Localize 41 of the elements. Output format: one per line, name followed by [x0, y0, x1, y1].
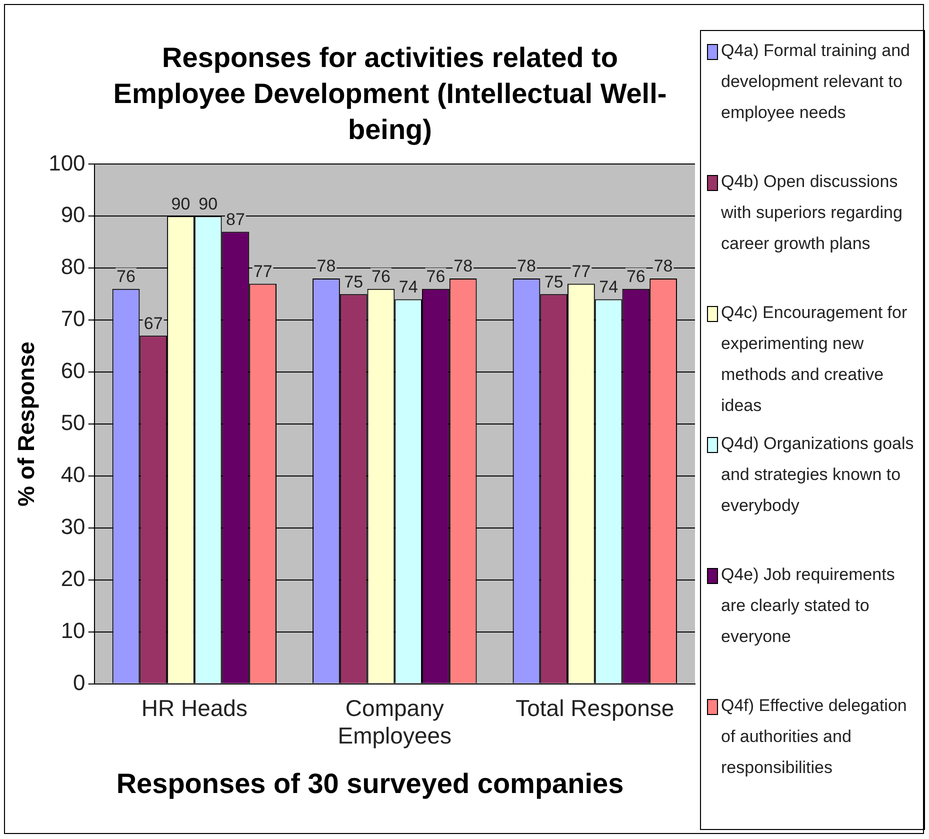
x-tick-label: Company Employees [338, 694, 452, 749]
y-tick-label: 90 [60, 202, 86, 228]
y-tick-label: 80 [60, 254, 86, 280]
chart-title: Responses for activities related to Employee Development (Intellectual Well-being) [112, 41, 668, 147]
y-tick-label: 40 [60, 462, 86, 488]
legend-label: Q4d) Organizations goals and strategies known to everybody [721, 433, 915, 517]
y-tick-label: 100 [48, 150, 86, 176]
y-tick-label: 20 [60, 566, 86, 591]
x-tick-label: Total Response [516, 694, 674, 721]
data-label: 74 [398, 277, 418, 296]
legend-label: Q4a) Formal training and development relevant to employee needs [721, 40, 911, 124]
data-label: 74 [599, 277, 618, 296]
legend-label: Q4b) Open discussions with superiors regarding career growth plans [721, 171, 904, 255]
y-tick-label: 70 [60, 306, 86, 332]
data-label: 75 [544, 272, 564, 292]
data-label: 75 [344, 272, 364, 292]
y-tick-label: 10 [60, 618, 86, 643]
data-label: 90 [171, 194, 190, 214]
y-tick-label: 0 [73, 670, 86, 695]
x-tick-label: HR Heads [141, 694, 248, 721]
x-axis-title: Responses of 30 surveyed companies [115, 768, 625, 800]
y-axis-title: % of Response [13, 342, 40, 506]
data-label: 78 [454, 256, 473, 276]
data-label: 78 [517, 256, 536, 276]
y-tick-label: 60 [60, 358, 86, 384]
data-label: 78 [316, 256, 336, 276]
data-label: 90 [198, 194, 218, 214]
legend-label: Q4f) Effective delegation of authorities and responsibilities [721, 695, 908, 779]
data-label: 87 [226, 210, 245, 229]
y-tick-label: 30 [60, 514, 86, 539]
data-label: 67 [144, 314, 163, 333]
data-label: 76 [372, 267, 390, 286]
legend-label: Q4e) Job requirements are clearly stated to everyone [721, 564, 896, 648]
y-tick-label: 50 [60, 410, 86, 436]
legend-label: Q4c) Encouragement for experimenting new methods and creative ideas [721, 302, 908, 417]
data-label: 76 [626, 267, 646, 286]
data-label: 76 [426, 267, 446, 286]
data-label: 78 [654, 256, 673, 276]
data-label: 76 [116, 267, 136, 286]
data-label: 77 [572, 262, 591, 281]
data-label: 77 [253, 262, 272, 281]
